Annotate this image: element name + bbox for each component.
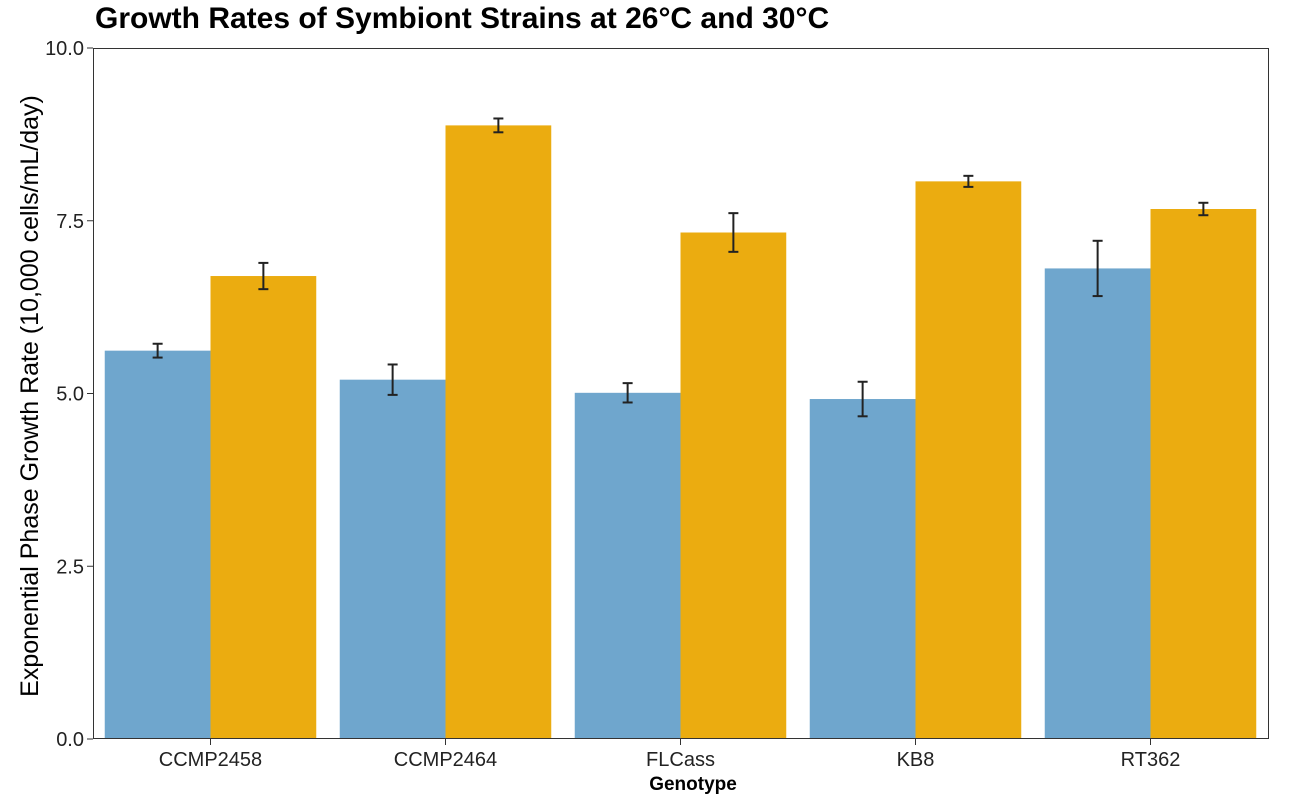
error-bar-series2-flcass — [728, 212, 739, 253]
bar-series1-ccmp2464 — [339, 379, 446, 739]
error-bars-layer — [152, 117, 1209, 418]
error-bar-series2-ccmp2464 — [493, 117, 504, 134]
error-bar-series1-ccmp2458 — [152, 342, 163, 359]
x-axis: CCMP2458 CCMP2464 FLCass KB8 RT362 — [159, 739, 1181, 771]
error-bar-series1-flcass — [622, 382, 633, 404]
chart-title: Growth Rates of Symbiont Strains at 26°C… — [95, 2, 830, 35]
y-tick-label: 0.0 — [56, 729, 84, 751]
y-tick-label: 2.5 — [56, 556, 84, 578]
bar-series2-flcass — [680, 232, 787, 739]
bar-series2-rt362 — [1150, 209, 1257, 739]
bar-series1-ccmp2458 — [104, 350, 211, 739]
y-axis-label: Exponential Phase Growth Rate (10,000 ce… — [16, 95, 44, 697]
x-axis-label: Genotype — [649, 774, 737, 795]
plot-frame — [93, 48, 1269, 739]
error-bar-series1-kb8 — [857, 380, 868, 418]
error-bar-series2-ccmp2458 — [258, 261, 269, 291]
bar-series2-kb8 — [915, 181, 1022, 740]
error-bar-series1-rt362 — [1092, 239, 1103, 298]
bar-series1-rt362 — [1044, 268, 1151, 739]
y-tick-label: 5.0 — [56, 384, 84, 406]
bar-series1-flcass — [574, 392, 681, 739]
x-tick-label-rt362: RT362 — [1121, 749, 1181, 771]
error-bar-series2-kb8 — [963, 174, 974, 188]
error-bar-series2-rt362 — [1198, 201, 1209, 217]
bar-series1-kb8 — [809, 399, 916, 739]
bars-layer — [104, 125, 1257, 740]
error-bar-series1-ccmp2464 — [387, 363, 398, 396]
x-tick-label-flcass: FLCass — [646, 749, 715, 771]
x-tick-label-ccmp2458: CCMP2458 — [159, 749, 262, 771]
bar-series2-ccmp2458 — [210, 276, 317, 739]
y-tick-label: 10.0 — [45, 38, 84, 60]
x-tick-label-kb8: KB8 — [897, 749, 935, 771]
x-tick-label-ccmp2464: CCMP2464 — [394, 749, 497, 771]
y-tick-label: 7.5 — [56, 211, 84, 233]
y-axis: 0.0 2.5 5.0 7.5 10.0 — [45, 38, 93, 751]
bar-series2-ccmp2464 — [445, 125, 552, 739]
